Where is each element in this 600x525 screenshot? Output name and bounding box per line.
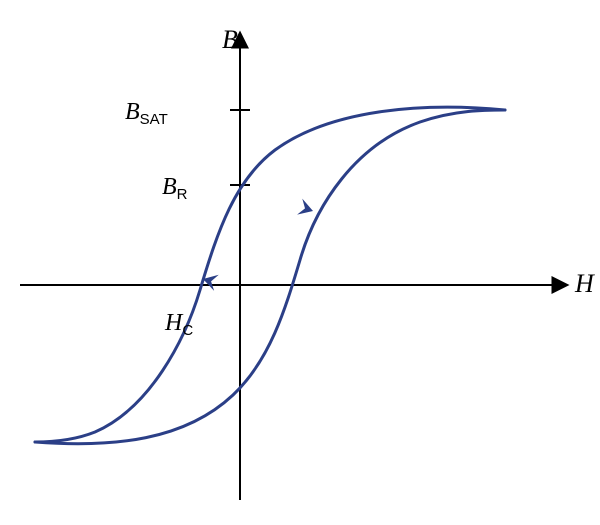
annotations: BSAT BR HC (125, 99, 193, 339)
annotation-bsat: BSAT (125, 99, 168, 128)
annotation-br: BR (162, 174, 188, 203)
loop-arrow-0 (297, 199, 316, 219)
loop-direction-arrows (201, 199, 316, 291)
hysteresis-diagram: H B BSAT BR HC (0, 0, 600, 525)
y-axis-label: B (222, 25, 238, 54)
x-axis-label: H (574, 269, 595, 298)
hysteresis-upper-branch (35, 107, 505, 442)
hysteresis-lower-branch (35, 110, 505, 444)
annotation-hc: HC (164, 310, 193, 339)
